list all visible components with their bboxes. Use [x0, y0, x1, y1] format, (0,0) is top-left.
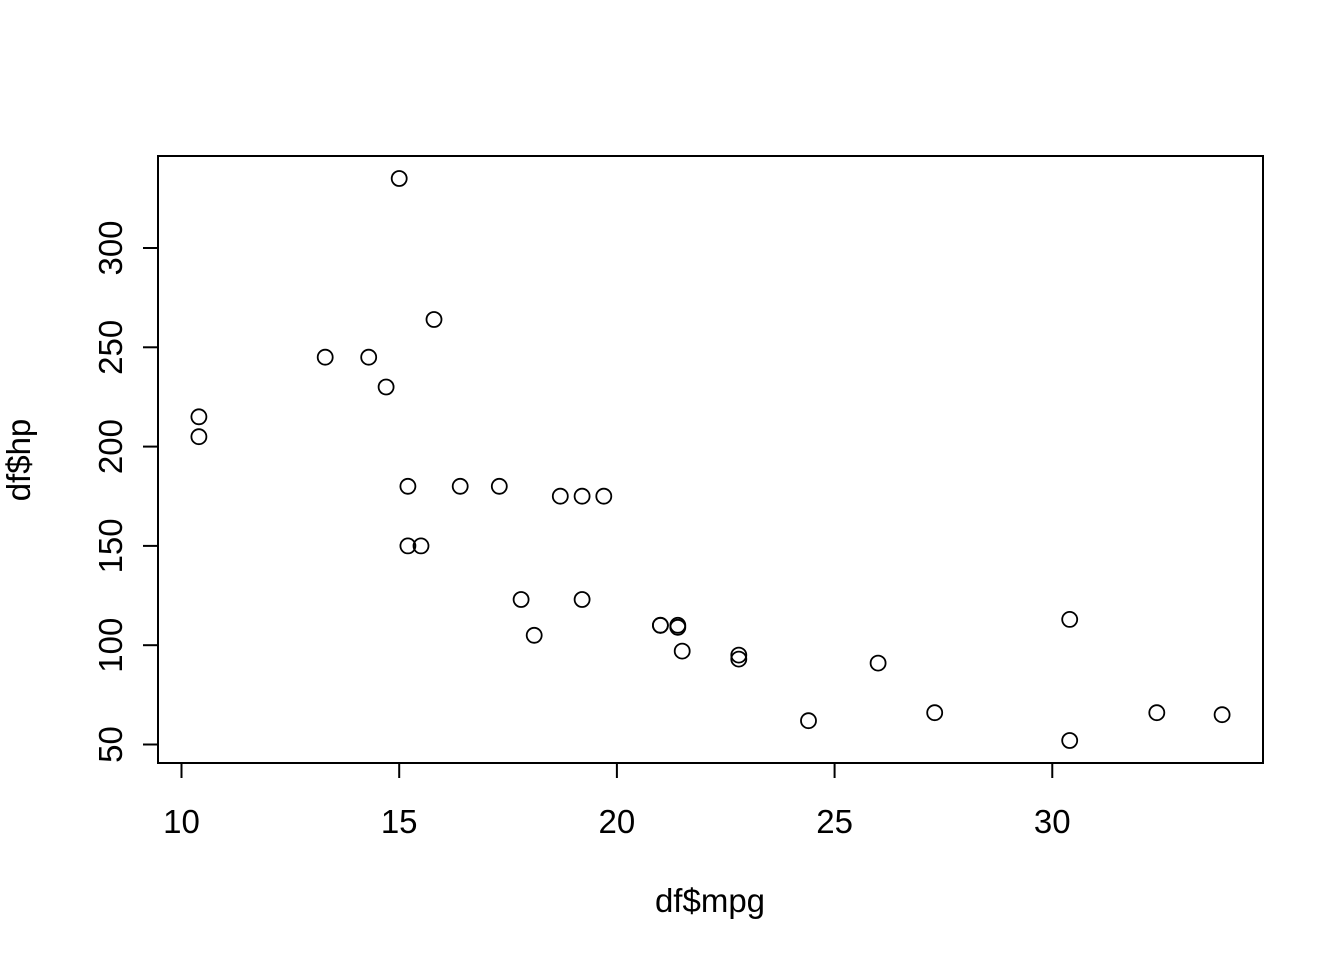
x-tick-label: 20 — [599, 803, 636, 840]
data-point — [490, 477, 508, 495]
data-point — [451, 477, 469, 495]
data-point — [669, 618, 687, 636]
data-point — [730, 650, 748, 668]
x-tick-label: 15 — [381, 803, 418, 840]
data-point — [926, 704, 944, 722]
y-axis-title: df$hp — [0, 419, 37, 502]
x-tick-label: 10 — [163, 803, 200, 840]
data-point — [412, 537, 430, 555]
data-point — [399, 477, 417, 495]
y-tick-label: 200 — [92, 419, 129, 474]
data-point — [190, 428, 208, 446]
x-axis-tick-labels: 10 15 20 25 30 — [163, 803, 1070, 840]
data-point — [377, 378, 395, 396]
data-point — [360, 348, 378, 366]
data-point — [595, 487, 613, 505]
data-points — [190, 170, 1231, 749]
data-point — [399, 537, 417, 555]
data-point — [1213, 706, 1231, 724]
data-point — [800, 712, 817, 730]
data-point — [1061, 732, 1079, 749]
x-tick-label: 25 — [816, 803, 853, 840]
x-axis-ticks — [180, 763, 1054, 778]
data-point — [573, 487, 591, 505]
data-point — [573, 591, 591, 608]
plot-border — [157, 155, 1264, 764]
data-point — [730, 646, 748, 664]
y-tick-label: 250 — [92, 320, 129, 375]
y-tick-label: 100 — [92, 618, 129, 673]
data-point — [673, 642, 691, 660]
y-tick-label: 300 — [92, 220, 129, 275]
x-tick-label: 30 — [1034, 803, 1071, 840]
data-point — [869, 654, 887, 672]
data-point — [551, 487, 569, 505]
y-axis-ticks — [143, 246, 158, 746]
data-point — [390, 170, 408, 187]
data-point — [652, 616, 669, 634]
y-tick-label: 50 — [92, 726, 129, 763]
data-point — [1148, 704, 1166, 722]
data-point — [1061, 611, 1079, 628]
y-axis-tick-labels: 50 100 150 200 250 300 — [92, 220, 129, 762]
data-point — [425, 311, 443, 328]
data-point — [316, 348, 334, 366]
x-axis-title: df$mpg — [655, 882, 765, 919]
data-point — [525, 626, 543, 644]
data-point — [190, 408, 208, 426]
y-tick-label: 150 — [92, 518, 129, 573]
data-point — [512, 591, 530, 608]
